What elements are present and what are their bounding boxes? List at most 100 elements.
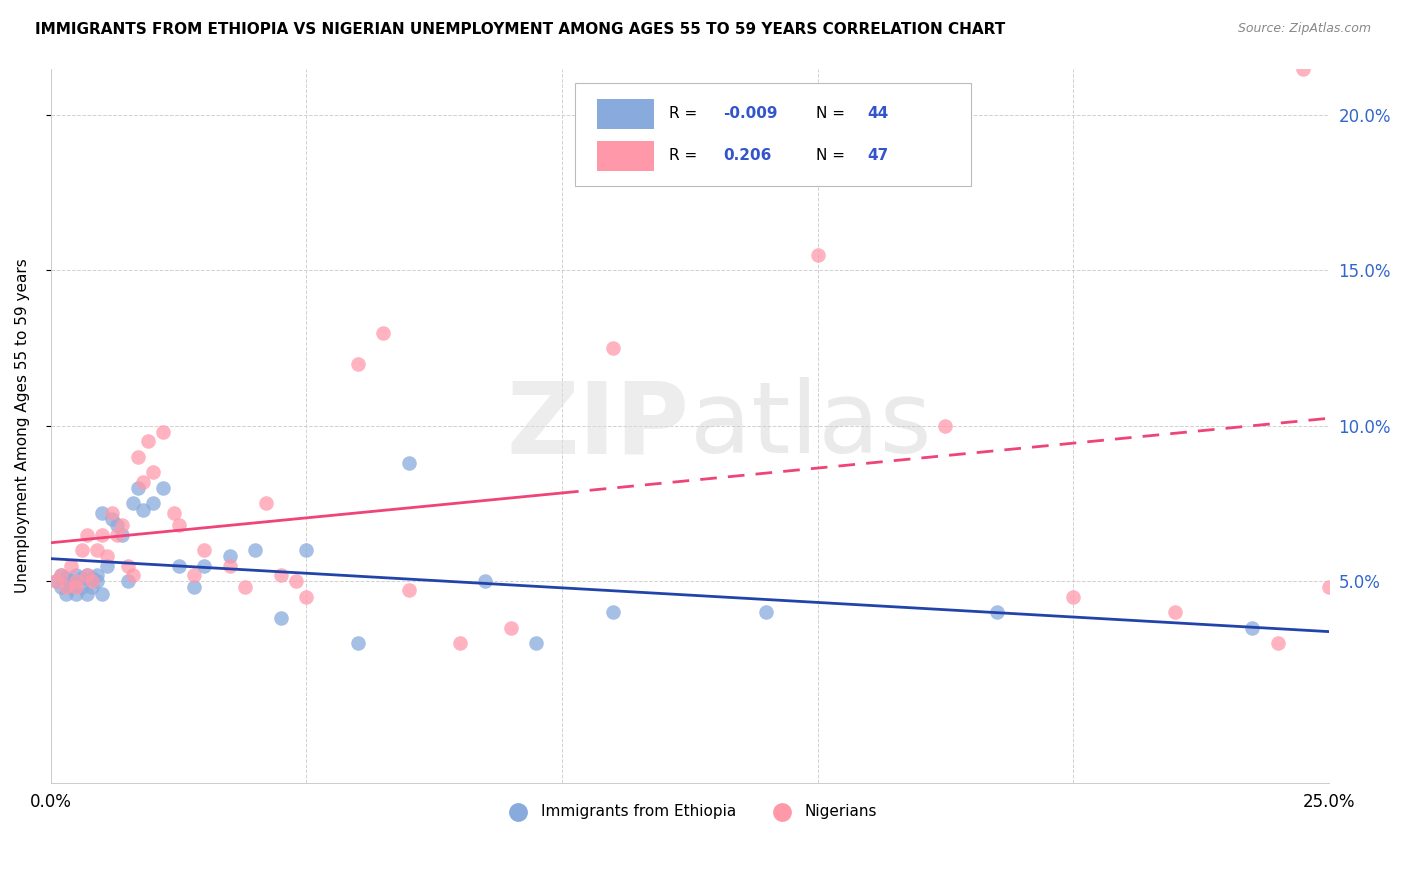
Text: 0.206: 0.206 (723, 148, 772, 163)
Point (49, 568, 72, 582)
Point (1317, 580, 1340, 594)
Point (346, 357, 368, 371)
Point (132, 475, 155, 489)
Point (254, 496, 277, 510)
Point (142, 496, 165, 510)
Point (101, 512, 124, 526)
Point (1062, 590, 1084, 604)
Point (65, 568, 87, 582)
Text: atlas: atlas (690, 377, 931, 475)
Point (183, 568, 205, 582)
Point (76, 527, 98, 541)
Point (49, 580, 72, 594)
Point (76, 568, 98, 582)
Point (91, 586, 114, 600)
Text: R =: R = (669, 148, 707, 163)
Point (65, 586, 87, 600)
Point (101, 506, 124, 520)
Point (934, 418, 956, 433)
Point (80, 574, 103, 588)
Point (76, 586, 98, 600)
Point (80, 580, 103, 594)
Point (127, 450, 149, 464)
Point (142, 466, 165, 480)
Text: R =: R = (669, 106, 703, 121)
Point (86, 568, 108, 582)
Point (807, 248, 830, 262)
Point (474, 574, 496, 588)
Text: N =: N = (817, 106, 851, 121)
Text: 47: 47 (868, 148, 889, 163)
Point (167, 518, 190, 533)
Point (986, 605, 1008, 619)
FancyBboxPatch shape (575, 83, 972, 186)
Point (152, 425, 174, 439)
Point (55, 580, 77, 594)
Point (111, 527, 134, 541)
Point (136, 434, 159, 449)
Point (270, 611, 292, 625)
Point (371, 326, 394, 340)
Point (96, 549, 118, 564)
Point (346, 636, 368, 650)
Point (218, 549, 240, 564)
Point (96, 558, 118, 573)
Point (1292, 62, 1315, 76)
Point (1164, 605, 1187, 619)
Point (193, 543, 215, 558)
Point (70, 571, 93, 585)
Point (285, 574, 308, 588)
Point (65, 580, 87, 594)
Point (233, 580, 256, 594)
Point (76, 568, 98, 582)
Point (449, 636, 471, 650)
Point (45, 574, 67, 588)
Point (70, 543, 93, 558)
Point (86, 574, 108, 588)
Point (127, 481, 149, 495)
Point (105, 518, 128, 533)
Point (117, 558, 139, 573)
Text: Source: ZipAtlas.com: Source: ZipAtlas.com (1237, 22, 1371, 36)
Point (602, 605, 624, 619)
Legend: Immigrants from Ethiopia, Nigerians: Immigrants from Ethiopia, Nigerians (496, 798, 883, 825)
Point (295, 590, 318, 604)
Point (499, 621, 522, 635)
Text: N =: N = (817, 148, 851, 163)
Point (167, 558, 190, 573)
Point (152, 481, 174, 495)
Point (105, 527, 128, 541)
Text: ZIP: ZIP (508, 377, 690, 475)
Point (245, 543, 267, 558)
Point (602, 341, 624, 355)
Point (45, 574, 67, 588)
Point (49, 568, 72, 582)
Point (295, 543, 318, 558)
Point (121, 496, 143, 510)
Point (91, 506, 114, 520)
Point (704, 139, 727, 153)
Point (91, 527, 114, 541)
FancyBboxPatch shape (596, 141, 654, 170)
Point (60, 558, 83, 573)
Point (1267, 636, 1289, 650)
Point (86, 543, 108, 558)
Point (183, 580, 205, 594)
Text: 44: 44 (868, 106, 889, 121)
Point (218, 558, 240, 573)
Point (121, 568, 143, 582)
Point (117, 574, 139, 588)
Point (132, 502, 155, 516)
FancyBboxPatch shape (596, 98, 654, 128)
Point (80, 571, 103, 585)
Text: -0.009: -0.009 (723, 106, 778, 121)
Point (193, 558, 215, 573)
Point (755, 605, 778, 619)
Point (526, 636, 548, 650)
Point (60, 580, 83, 594)
Point (1241, 621, 1264, 635)
Point (270, 568, 292, 582)
Point (65, 574, 87, 588)
Y-axis label: Unemployment Among Ages 55 to 59 years: Unemployment Among Ages 55 to 59 years (15, 259, 30, 593)
Point (55, 586, 77, 600)
